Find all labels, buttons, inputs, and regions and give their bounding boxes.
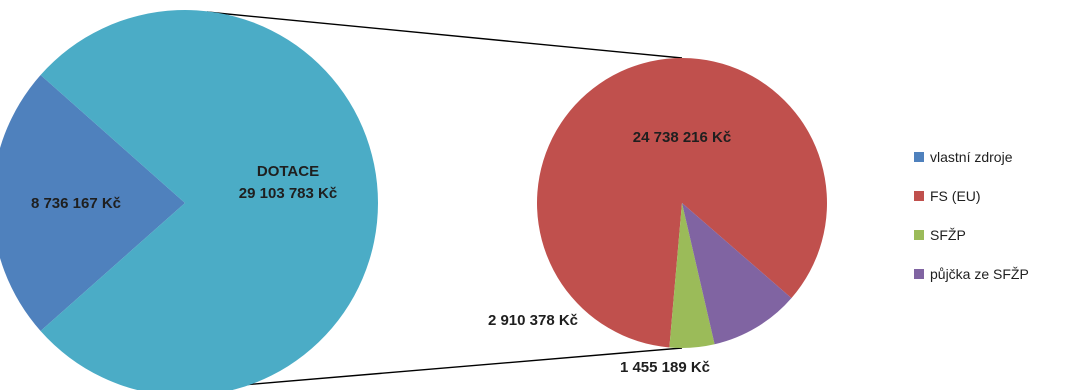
data-label-fs: 24 738 216 Kč [633, 129, 731, 146]
data-label-vlastni: 8 736 167 Kč [31, 195, 121, 212]
connector-lines [206, 11, 683, 389]
data-label-pujcka: 2 910 378 Kč [488, 312, 578, 329]
connector-line-top [206, 11, 683, 59]
main-pie [0, 10, 378, 390]
legend-swatch [914, 152, 924, 162]
secondary-pie [536, 58, 827, 349]
connector-line-bottom [206, 347, 683, 389]
legend-label: půjčka ze SFŽP [930, 266, 1029, 282]
legend: vlastní zdroje FS (EU) SFŽP půjčka ze SFŽP [914, 149, 1029, 282]
legend-label: SFŽP [930, 227, 966, 243]
main-slice-vlastni [0, 74, 185, 332]
legend-swatch [914, 269, 924, 279]
secondary-slice-fs [536, 58, 827, 348]
data-labels: 8 736 167 Kč DOTACE 29 103 783 Kč 24 738 21… [31, 129, 731, 376]
legend-item: vlastní zdroje [914, 149, 1013, 165]
legend-item: SFŽP [914, 227, 966, 243]
secondary-slice-sfzp [669, 203, 715, 349]
legend-label: FS (EU) [930, 188, 981, 204]
legend-item: FS (EU) [914, 188, 981, 204]
data-label-dotace: DOTACE 29 103 783 Kč [239, 163, 337, 202]
data-label-sfzp: 1 455 189 Kč [620, 359, 710, 376]
legend-swatch [914, 191, 924, 201]
main-slice-dotace [40, 10, 378, 390]
legend-label: vlastní zdroje [930, 149, 1013, 165]
legend-item: půjčka ze SFŽP [914, 266, 1029, 282]
secondary-slice-pujcka [682, 203, 792, 345]
legend-swatch [914, 230, 924, 240]
